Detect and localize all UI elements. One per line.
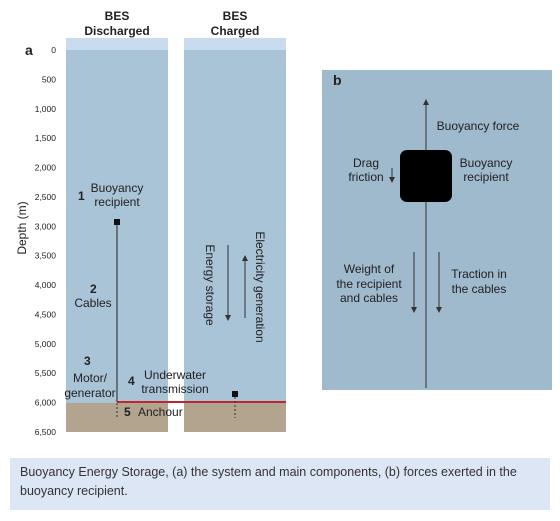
axis-label: Depth (m): [15, 201, 29, 254]
panel-label: a: [25, 42, 33, 58]
force-label: Weight of: [344, 262, 395, 276]
force-label: recipient: [463, 170, 509, 184]
force-label: Drag: [353, 156, 379, 170]
force-label: friction: [348, 170, 383, 184]
recipient: [232, 391, 238, 397]
column-title: BES: [105, 9, 130, 23]
label: transmission: [141, 382, 208, 396]
depth-tick: 1,500: [35, 133, 57, 143]
label: Buoyancy: [91, 181, 144, 195]
label: Motor/: [73, 371, 108, 385]
flow-label: Electricity generation: [253, 231, 267, 342]
water: [184, 38, 286, 403]
force-label: Buoyancy force: [437, 119, 520, 133]
depth-tick: 2,500: [35, 192, 57, 202]
depth-tick: 5,500: [35, 368, 57, 378]
force-label: Traction in: [451, 267, 507, 281]
caption: Buoyancy Energy Storage, (a) the system …: [10, 458, 550, 510]
depth-tick: 5,000: [35, 339, 57, 349]
number: 3: [84, 354, 91, 368]
column-title: Charged: [211, 24, 260, 38]
surface: [66, 38, 168, 50]
recipient: [114, 219, 120, 225]
label: Underwater: [144, 368, 206, 382]
depth-tick: 3,000: [35, 221, 57, 231]
number: 2: [90, 282, 97, 296]
depth-tick: 4,500: [35, 309, 57, 319]
depth-tick: 1,000: [35, 104, 57, 114]
number: 1: [78, 189, 85, 203]
label: recipient: [94, 195, 140, 209]
label: Anchour: [138, 405, 183, 419]
surface: [184, 38, 286, 50]
recipient: [400, 150, 452, 202]
label: generator: [64, 386, 115, 400]
column-title: BES: [223, 9, 248, 23]
depth-ticks: 0 500 1,000 1,500 2,000 2,500 3,000 3,500 4,000 4…: [35, 45, 57, 437]
force-label: and cables: [340, 291, 398, 305]
flow-label: Energy storage: [203, 244, 217, 326]
number: 5: [124, 405, 131, 419]
depth-tick: 2,000: [35, 163, 57, 173]
depth-tick: 0: [51, 45, 56, 55]
number: 4: [128, 374, 135, 388]
depth-tick: 6,000: [35, 398, 57, 408]
force-label: the cables: [452, 282, 507, 296]
label: Cables: [74, 296, 111, 310]
force-label: the recipient: [336, 277, 402, 291]
depth-tick: 6,500: [35, 427, 57, 437]
panel-b: [322, 70, 552, 390]
depth-tick: 4,000: [35, 280, 57, 290]
depth-tick: 500: [42, 74, 56, 84]
depth-tick: 3,500: [35, 251, 57, 261]
panel-label: b: [333, 72, 342, 88]
column-title: Discharged: [84, 24, 149, 38]
force-label: Buoyancy: [460, 156, 513, 170]
